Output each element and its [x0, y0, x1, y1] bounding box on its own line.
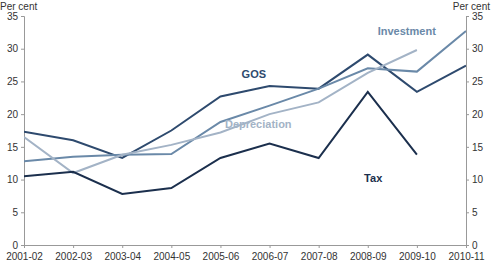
tick-mark — [466, 114, 469, 115]
tick: 2004-05 — [153, 245, 190, 262]
tick-mark — [466, 147, 469, 148]
tick: 35 — [7, 11, 24, 22]
tick-mark — [270, 245, 271, 248]
tick-mark — [21, 180, 24, 181]
tick: 20 — [7, 109, 24, 120]
tick-mark — [171, 245, 172, 248]
tick-mark — [417, 245, 418, 248]
y-axis: 0 5 10 15 20 25 30 35 — [7, 11, 25, 251]
tick-mark — [220, 245, 221, 248]
tick: 10 — [466, 174, 484, 185]
x-axis: 2001-02 2002-03 2003-04 2004-05 2005-06 2006-… — [6, 245, 485, 262]
tick-label: 20 — [7, 109, 19, 120]
tick: 0 — [12, 240, 24, 251]
tick: 25 — [466, 76, 484, 87]
tick: 5 — [12, 207, 24, 218]
tick-label: 25 — [472, 76, 484, 87]
tick-mark — [466, 212, 469, 213]
y-axis: 0 5 10 15 20 25 30 35 — [466, 11, 484, 251]
tick-label: 2001-02 — [6, 251, 43, 262]
tick-label: 5 — [472, 207, 478, 218]
series-line — [24, 31, 466, 161]
tick: 2005-06 — [203, 245, 240, 262]
tick: 25 — [7, 76, 24, 87]
tick-label: 2007-08 — [301, 251, 338, 262]
tick: 15 — [466, 142, 484, 153]
tick-mark — [466, 81, 469, 82]
tick-label: 2006-07 — [252, 251, 289, 262]
tick-mark — [21, 16, 24, 17]
tick: 15 — [7, 142, 24, 153]
axis-line — [467, 17, 470, 246]
tick-label: 20 — [472, 109, 484, 120]
tick-label: 10 — [472, 174, 484, 185]
tick-mark — [21, 49, 24, 50]
tick-label: 15 — [7, 142, 19, 153]
tick-label: 35 — [472, 11, 484, 22]
plot-area — [24, 31, 466, 194]
series-line — [24, 50, 417, 173]
tick-mark — [466, 180, 469, 181]
tick-label: 2002-03 — [55, 251, 92, 262]
tick-mark — [21, 81, 24, 82]
tick-label: 5 — [12, 207, 18, 218]
series-line — [24, 92, 417, 194]
series-label: Tax — [364, 172, 383, 184]
tick-label: 0 — [472, 240, 478, 251]
tick-label: 35 — [7, 11, 19, 22]
tick: 2008-09 — [350, 245, 387, 262]
tick-mark — [122, 245, 123, 248]
tick-label: 2003-04 — [104, 251, 141, 262]
tick-label: 2005-06 — [203, 251, 240, 262]
series-label: GOS — [242, 68, 266, 80]
tick: 2006-07 — [252, 245, 289, 262]
tick-mark — [21, 245, 24, 246]
tick: 2010-11 — [449, 245, 485, 262]
tick: 2009-10 — [399, 245, 436, 262]
axis-line — [21, 17, 25, 246]
tick: 2002-03 — [55, 245, 92, 262]
tick-label: 30 — [7, 43, 19, 54]
series-label: Depreciation — [225, 118, 292, 130]
axis-title: Per cent — [0, 1, 37, 12]
tick: 2001-02 — [6, 245, 43, 262]
tick-label: 2004-05 — [153, 251, 190, 262]
tick-mark — [466, 245, 467, 248]
tick: 30 — [7, 43, 24, 54]
tick-label: 15 — [472, 142, 484, 153]
tick-label: 2010-11 — [449, 251, 485, 262]
series-label: Investment — [378, 25, 436, 37]
tick-label: 30 — [472, 43, 484, 54]
tick: 5 — [466, 207, 478, 218]
tick: 0 — [466, 240, 478, 251]
tick-mark — [73, 245, 74, 248]
tick-mark — [466, 49, 469, 50]
tick-mark — [21, 212, 24, 213]
tick-mark — [368, 245, 369, 248]
tick-mark — [21, 114, 24, 115]
tick-label: 0 — [12, 240, 18, 251]
tick: 20 — [466, 109, 484, 120]
tick-mark — [466, 16, 469, 17]
tick-label: 2008-09 — [350, 251, 387, 262]
tick: 10 — [7, 174, 24, 185]
tick-mark — [319, 245, 320, 248]
tick-label: 2009-10 — [399, 251, 436, 262]
chart: 0 5 10 15 20 25 30 35 0 5 10 15 20 25 30 35 2001-02 2002-… — [0, 0, 491, 272]
tick-mark — [21, 147, 24, 148]
tick-label: 10 — [7, 174, 19, 185]
axis-title: Per cent — [453, 1, 490, 12]
tick-mark — [24, 245, 25, 248]
axis-line — [25, 246, 467, 249]
tick-label: 25 — [7, 76, 19, 87]
tick: 35 — [466, 11, 484, 22]
tick: 30 — [466, 43, 484, 54]
tick: 2003-04 — [104, 245, 141, 262]
tick: 2007-08 — [301, 245, 338, 262]
